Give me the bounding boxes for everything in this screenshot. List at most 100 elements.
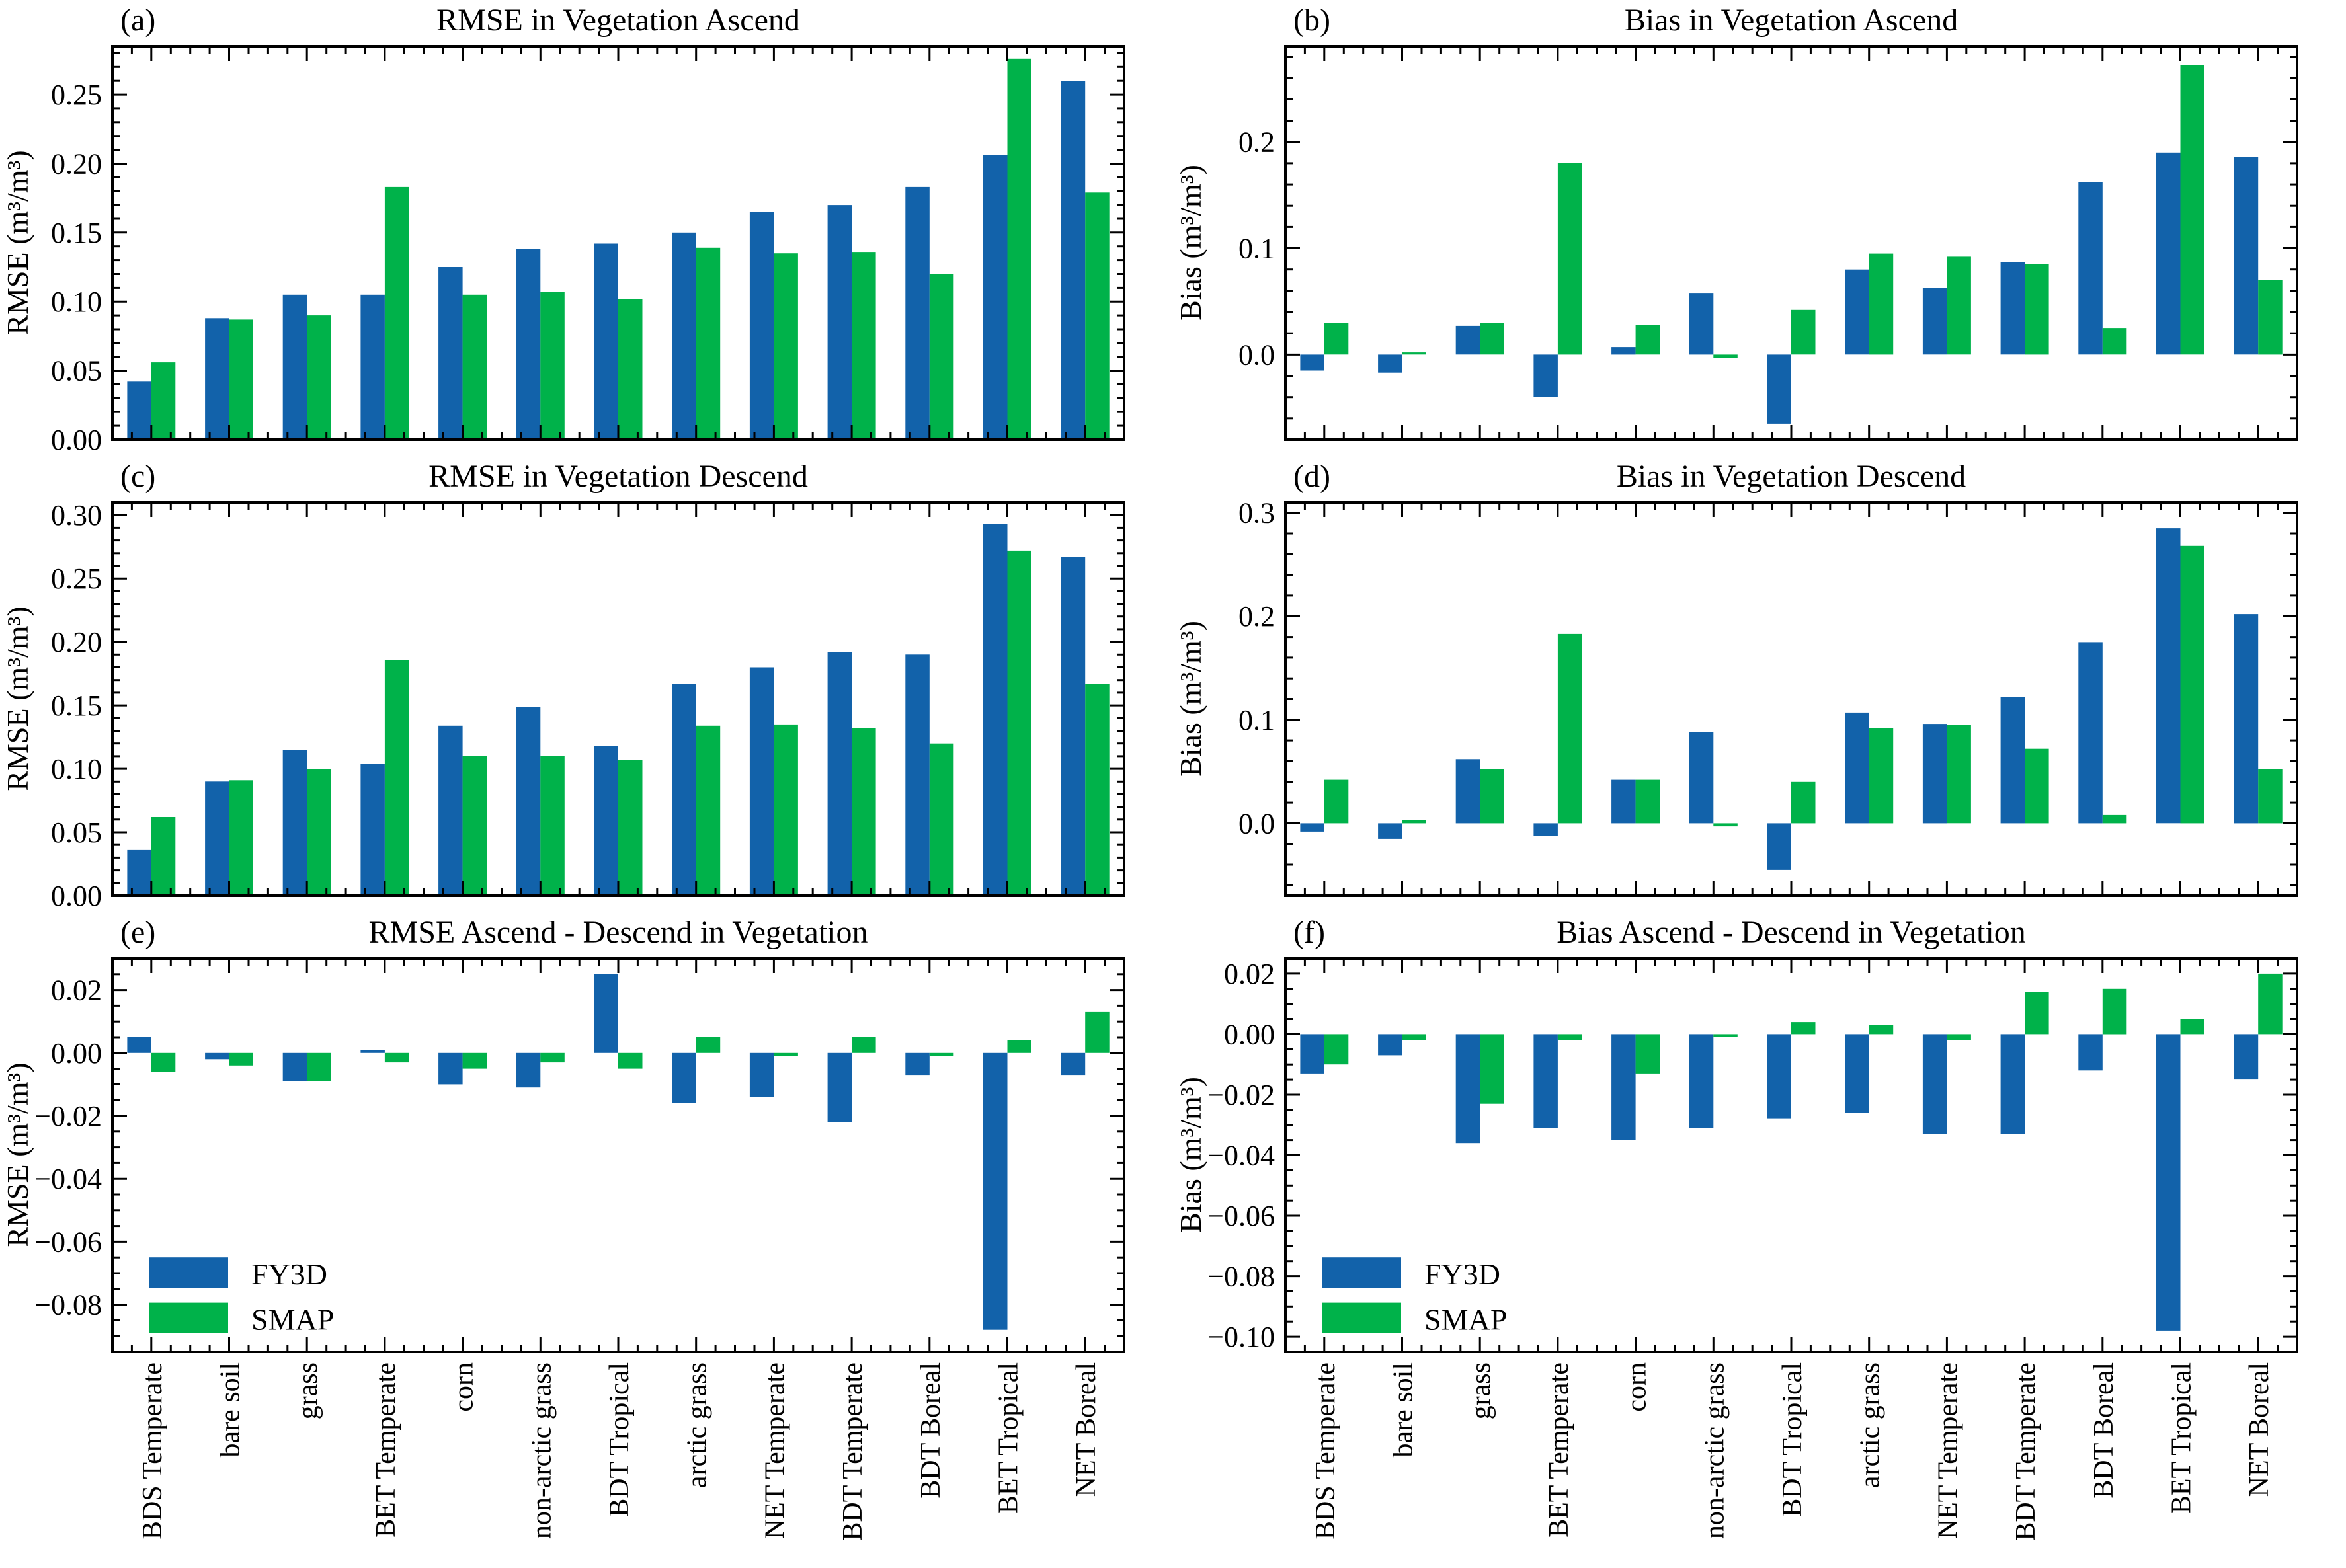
bar-FY3D <box>205 318 229 440</box>
bar-SMAP <box>1713 823 1738 827</box>
bar-FY3D <box>1533 823 1558 836</box>
bar-SMAP <box>696 725 721 896</box>
bar-FY3D <box>127 1037 151 1053</box>
bar-FY3D <box>1845 269 1869 355</box>
y-tick-label: 0.02 <box>1224 958 1275 990</box>
y-tick-label: 0.00 <box>51 880 102 912</box>
bar-SMAP <box>2102 328 2127 355</box>
bar-SMAP <box>384 1052 409 1063</box>
bar-FY3D <box>1455 1034 1480 1144</box>
bar-FY3D <box>749 212 774 440</box>
bar-FY3D <box>205 1052 229 1060</box>
y-tick-label: 0.25 <box>51 79 102 111</box>
bar-FY3D <box>1767 354 1791 424</box>
bar-FY3D <box>1845 712 1869 824</box>
bar-FY3D <box>1378 823 1402 839</box>
bar-FY3D <box>438 725 463 896</box>
bar-SMAP <box>384 660 409 896</box>
bar-SMAP <box>696 247 721 440</box>
x-category-label: grass <box>1466 1362 1496 1419</box>
bar-SMAP <box>540 292 565 440</box>
x-category-label: NET Temperate <box>1933 1362 1963 1539</box>
panel-e-plot: 0.02 0.00 −0.02 −0.04 −0.06 −0.08 BDS Temperat… <box>34 957 1125 1541</box>
bar-FY3D <box>127 849 151 896</box>
x-category-label: BET Temperate <box>371 1362 401 1538</box>
panel-a-plot: 0.00 0.05 0.10 0.15 0.20 0.25 <box>51 45 1125 456</box>
bar-FY3D <box>1922 1034 1947 1134</box>
bar-SMAP <box>462 1052 487 1069</box>
bar-FY3D <box>1300 354 1324 371</box>
x-category-label: arctic grass <box>1855 1362 1886 1488</box>
bar-SMAP <box>618 1052 643 1069</box>
bar-SMAP <box>151 362 176 440</box>
panel-b-label: (b) <box>1293 3 1330 38</box>
bar-FY3D <box>2234 614 2259 824</box>
bar-FY3D <box>205 781 229 896</box>
bar-SMAP <box>1007 58 1031 440</box>
bar-SMAP <box>618 299 643 440</box>
bar-SMAP <box>1557 633 1582 824</box>
panel-a-title: RMSE in Vegetation Ascend <box>436 3 800 38</box>
bar-FY3D <box>905 1052 930 1076</box>
bar-FY3D <box>2234 1034 2259 1080</box>
bar-SMAP <box>1791 781 1816 824</box>
bar-SMAP <box>1324 1034 1349 1065</box>
bar-SMAP <box>1324 323 1349 355</box>
bar-SMAP <box>2180 65 2204 355</box>
y-tick-label: 0.00 <box>1224 1018 1275 1050</box>
bar-FY3D <box>749 1052 774 1097</box>
bar-FY3D <box>282 750 307 896</box>
bar-SMAP <box>1791 1022 1816 1035</box>
panel-f-plot: 0.02 0.00 −0.02 −0.04 −0.06 −0.08 −0.10 BDS Tem… <box>1207 957 2298 1541</box>
x-category-label: BDT Temperate <box>2011 1362 2041 1541</box>
bar-FY3D <box>983 524 1008 896</box>
bar-SMAP <box>1007 550 1031 896</box>
y-tick-label: −0.04 <box>34 1163 102 1195</box>
y-tick-label: −0.02 <box>1207 1079 1275 1111</box>
panel-f-ylabel: Bias (m³/m³) <box>1174 1077 1207 1233</box>
bar-FY3D <box>282 294 307 440</box>
x-category-label: bare soil <box>216 1362 246 1457</box>
bar-FY3D <box>1455 325 1480 355</box>
bar-SMAP <box>151 1052 176 1072</box>
bar-FY3D <box>594 746 618 896</box>
y-tick-label: 0.05 <box>51 355 102 387</box>
panel-c-plot: 0.00 0.05 0.10 0.15 0.20 0.25 0.30 <box>51 499 1125 912</box>
bar-FY3D <box>672 684 696 896</box>
x-category-label: arctic grass <box>682 1362 713 1488</box>
bar-SMAP <box>1402 820 1426 824</box>
x-category-label: corn <box>449 1362 479 1412</box>
bar-SMAP <box>307 1052 331 1081</box>
bar-SMAP <box>1085 684 1110 896</box>
bar-SMAP <box>2025 992 2049 1035</box>
bar-FY3D <box>360 764 385 896</box>
bar-SMAP <box>1869 728 1894 824</box>
x-category-label: BDS Temperate <box>138 1362 168 1540</box>
bar-FY3D <box>2156 1034 2181 1331</box>
bar-FY3D <box>1611 347 1636 355</box>
y-tick-label: −0.06 <box>1207 1200 1275 1232</box>
bar-SMAP <box>151 817 176 896</box>
y-tick-label: −0.04 <box>1207 1140 1275 1172</box>
y-tick-label: 0.00 <box>51 1037 102 1070</box>
x-category-label: BET Tropical <box>2167 1362 2197 1514</box>
bar-FY3D <box>1845 1034 1869 1113</box>
x-category-label: corn <box>1622 1362 1652 1412</box>
panel-d-bias-descend: (d) Bias in Vegetation Descend Bias (m³/… <box>1174 459 2298 897</box>
bar-SMAP <box>852 252 876 440</box>
y-tick-label: −0.02 <box>34 1100 102 1132</box>
bar-SMAP <box>1947 256 1971 355</box>
y-tick-label: 0.00 <box>51 424 102 456</box>
bar-FY3D <box>827 205 852 440</box>
bar-FY3D <box>1611 1034 1636 1140</box>
bar-SMAP <box>1869 1025 1894 1035</box>
bar-FY3D <box>594 243 618 440</box>
panel-f-label: (f) <box>1293 915 1325 950</box>
bar-FY3D <box>1689 732 1714 824</box>
bar-SMAP <box>1635 325 1660 355</box>
bar-FY3D <box>983 155 1008 440</box>
y-tick-label: −0.10 <box>1207 1321 1275 1353</box>
bar-SMAP <box>2102 988 2127 1035</box>
bar-SMAP <box>1713 1034 1738 1037</box>
bar-FY3D <box>672 1052 696 1103</box>
